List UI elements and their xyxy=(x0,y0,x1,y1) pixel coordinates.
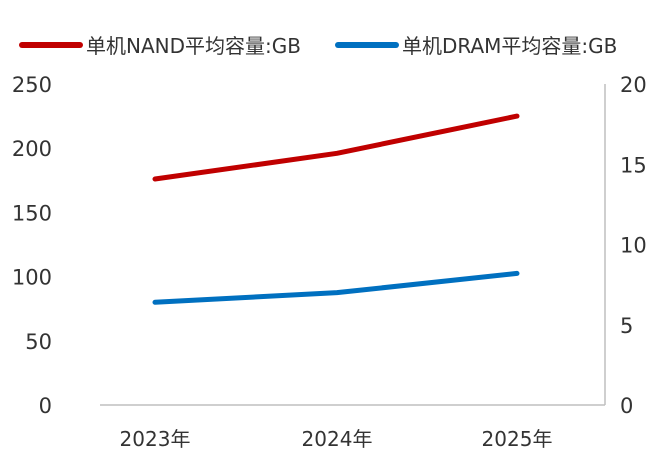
left-y-tick-label: 50 xyxy=(25,330,52,354)
left-y-tick-label: 0 xyxy=(39,394,52,418)
right-y-tick-label: 5 xyxy=(620,314,633,338)
series-line-right xyxy=(155,273,517,302)
x-tick-label: 2023年 xyxy=(120,427,191,451)
right-y-tick-label: 0 xyxy=(620,394,633,418)
left-y-tick-label: 200 xyxy=(12,137,52,161)
right-y-tick-label: 20 xyxy=(620,73,647,97)
x-tick-label: 2025年 xyxy=(482,427,553,451)
series-line-left xyxy=(155,116,517,179)
right-y-tick-label: 10 xyxy=(620,234,647,258)
left-y-tick-label: 250 xyxy=(12,73,52,97)
left-y-tick-label: 100 xyxy=(12,266,52,290)
legend-label: 单机DRAM平均容量:GB xyxy=(402,34,617,58)
left-y-tick-label: 150 xyxy=(12,201,52,225)
x-tick-label: 2024年 xyxy=(302,427,373,451)
right-y-tick-label: 15 xyxy=(620,153,647,177)
legend-label: 单机NAND平均容量:GB xyxy=(86,34,301,58)
